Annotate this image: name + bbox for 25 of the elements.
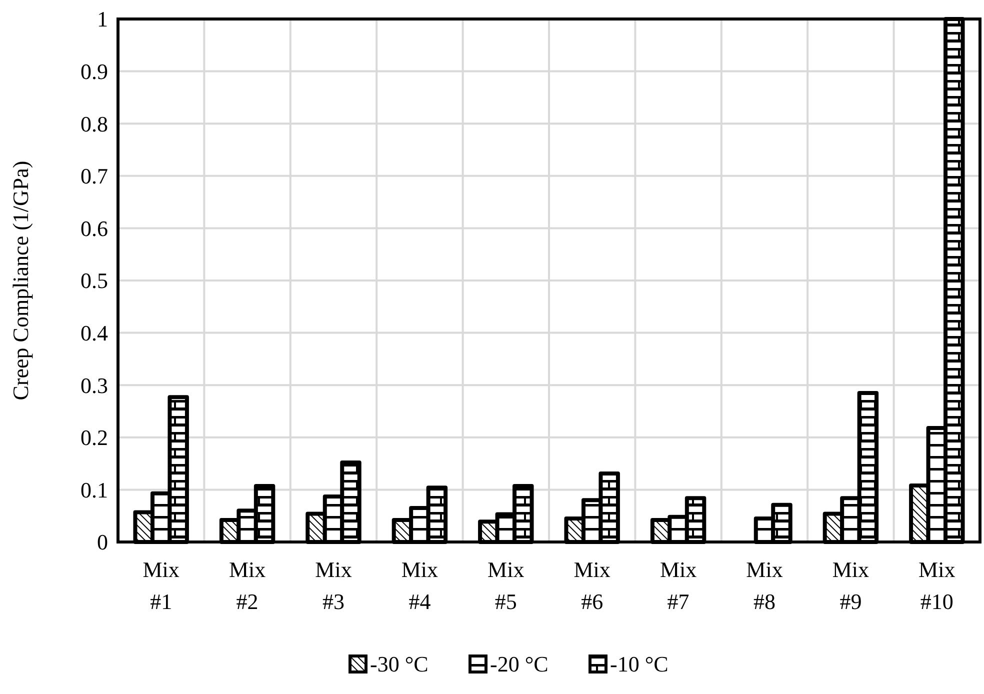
- y-tick-label: 0.4: [80, 320, 108, 346]
- x-tick-label: Mix #5: [488, 557, 524, 614]
- legend-label: -30 °C: [370, 652, 428, 677]
- y-axis-title: Creep Compliance (1/GPa): [8, 160, 33, 400]
- y-tick-label: 0.6: [80, 216, 108, 241]
- x-tick-label: Mix #4: [401, 557, 438, 614]
- x-tick-label: Mix #10: [918, 557, 956, 614]
- x-tick-label: Mix #3: [315, 557, 352, 614]
- x-tick-label: Mix #1: [142, 557, 180, 614]
- y-tick-label: 0.9: [80, 59, 108, 84]
- legend-label: -10 °C: [610, 652, 668, 677]
- y-tick-label: 0: [97, 530, 108, 555]
- y-tick-label: 0.2: [80, 425, 108, 450]
- y-tick-label: 0.8: [80, 111, 108, 136]
- y-tick-label: 0.5: [80, 268, 108, 294]
- y-tick-label: 0.1: [80, 477, 108, 502]
- x-tick-label: Mix #9: [832, 557, 870, 614]
- x-tick-label: Mix #8: [746, 557, 783, 614]
- x-tick-label: Mix #7: [660, 557, 697, 614]
- x-tick-label: Mix #2: [228, 557, 266, 614]
- x-tick-label: Mix #6: [574, 557, 610, 614]
- y-tick-label: 0.7: [80, 164, 108, 189]
- legend-label: -20 °C: [490, 652, 548, 677]
- y-tick-label: 0.3: [80, 372, 108, 398]
- y-tick-label: 1: [97, 6, 108, 32]
